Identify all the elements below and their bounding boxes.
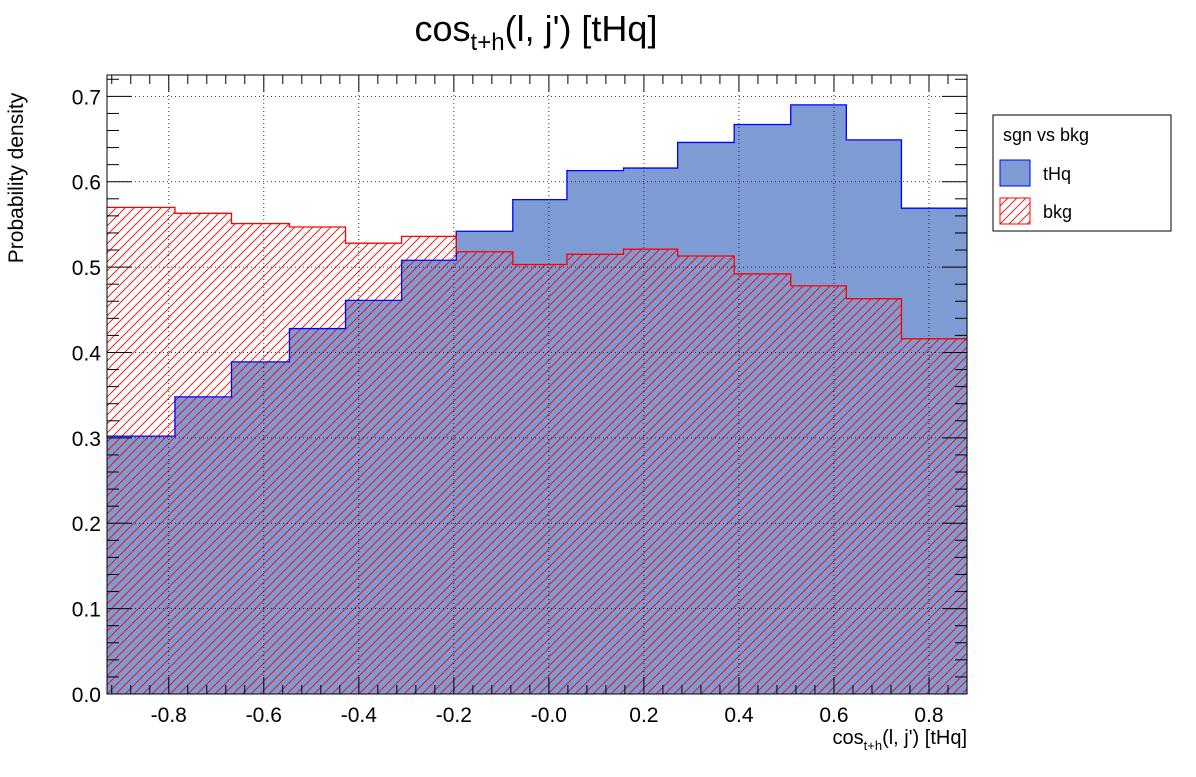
ylabel-text: Probability density xyxy=(5,92,28,263)
line-tHq xyxy=(107,104,967,437)
line-bkg xyxy=(107,206,967,340)
plot-frame xyxy=(106,74,968,695)
xlabel-main: cos xyxy=(833,727,864,749)
bar-bkg xyxy=(512,264,567,694)
bar-bkg xyxy=(623,249,678,694)
title-main: cos xyxy=(415,8,471,49)
legend-swatch-tHq xyxy=(999,159,1031,187)
y-tick-label: 0.0 xyxy=(72,684,101,707)
y-tick-label: 0.1 xyxy=(72,599,101,622)
title-sub: t+h xyxy=(471,29,505,56)
bar-bkg xyxy=(456,251,513,694)
bar-bkg xyxy=(289,226,346,695)
x-tick-label: 0.4 xyxy=(724,704,754,727)
x-tick-label: 0.8 xyxy=(914,704,943,727)
x-tick-label: -0.8 xyxy=(151,704,187,727)
xlabel-rest: (l, j') [tHq] xyxy=(882,727,967,749)
legend-title: sgn vs bkg xyxy=(1003,125,1089,145)
y-tick-label: 0.6 xyxy=(72,172,101,195)
bar-bkg xyxy=(734,273,791,694)
legend-swatch-bkg xyxy=(999,197,1031,225)
bar-bkg xyxy=(790,285,847,694)
bar-bkg xyxy=(901,338,967,694)
bar-bkg xyxy=(566,254,624,694)
y-tick-label: 0.3 xyxy=(72,428,101,451)
legend-label-tHq: tHq xyxy=(1043,164,1071,184)
bar-bkg xyxy=(401,236,457,695)
x-axis-label: cost+h(l, j') [tHq] xyxy=(833,727,968,753)
x-tick-label: -0.6 xyxy=(246,704,282,727)
legend: sgn vs bkg tHq bkg xyxy=(992,114,1172,232)
y-tick-label: 0.2 xyxy=(72,513,101,536)
x-tick-label: -0.0 xyxy=(531,704,567,727)
y-tick-label: 0.7 xyxy=(72,86,101,109)
bar-bkg xyxy=(107,207,175,694)
y-tick-label: 0.4 xyxy=(72,342,102,365)
xlabel-sub: t+h xyxy=(864,738,882,753)
bar-bkg xyxy=(677,256,735,694)
title-rest: (l, j') [tHq] xyxy=(505,8,658,49)
x-tick-label: 0.2 xyxy=(629,704,658,727)
x-tick-label: -0.2 xyxy=(436,704,472,727)
bar-bkg xyxy=(345,243,402,694)
bar-bkg xyxy=(846,298,902,694)
svg-text:cost+h(l, j') [tHq]: cost+h(l, j') [tHq] xyxy=(415,8,658,56)
chart-title: cost+h(l, j') [tHq] xyxy=(415,8,658,56)
bar-bkg xyxy=(231,223,290,694)
bar-bkg xyxy=(174,213,232,694)
x-tick-label: 0.6 xyxy=(819,704,848,727)
svg-text:cost+h(l, j') [tHq]: cost+h(l, j') [tHq] xyxy=(833,727,968,753)
x-tick-label: -0.4 xyxy=(341,704,378,727)
legend-label-bkg: bkg xyxy=(1043,202,1072,222)
y-axis-label: Probability density xyxy=(5,92,28,263)
y-tick-label: 0.5 xyxy=(72,257,101,280)
plot-area: -0.8 -0.6 -0.4 -0.2 -0.0 0.2 0.4 0.6 0.8 0.0 0.1 0.… xyxy=(72,74,968,727)
